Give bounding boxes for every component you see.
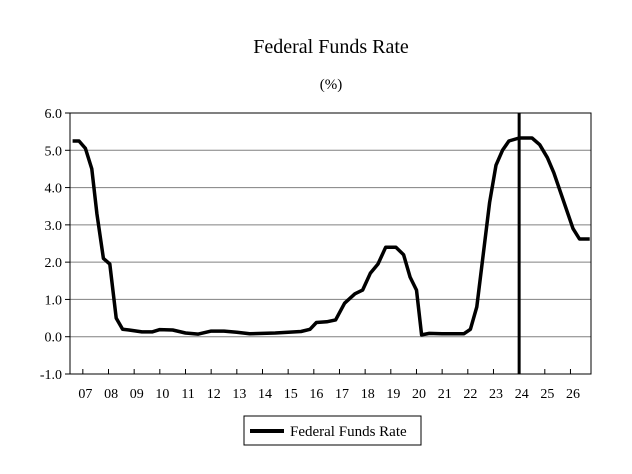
series-layer (72, 136, 590, 337)
x-tick-label: 21 (438, 387, 452, 402)
gridlines (70, 149, 591, 338)
x-tick-label: 20 (412, 387, 426, 402)
x-tick-label: 17 (335, 387, 349, 402)
series-line-federal-funds-rate (72, 136, 590, 337)
x-tick-label: 22 (463, 387, 477, 402)
x-axis: 07 08 09 10 11 12 13 14 15 16 17 18 19 20 21 22 23 24 25 26 (78, 369, 580, 402)
y-axis: 6.0 5.0 4.0 3.0 2.0 1.0 0.0 -1.0 (40, 107, 70, 383)
x-tick-label: 23 (489, 387, 503, 402)
y-tick-label: 1.0 (45, 293, 63, 308)
x-tick-label: 15 (284, 387, 298, 402)
x-tick-label: 24 (515, 387, 529, 402)
x-tick-label: 09 (130, 387, 144, 402)
x-tick-label: 11 (181, 387, 194, 402)
x-tick-label: 19 (386, 387, 400, 402)
x-tick-label: 26 (566, 387, 580, 402)
legend-label: Federal Funds Rate (290, 424, 407, 440)
x-tick-label: 10 (155, 387, 169, 402)
x-tick-label: 13 (232, 387, 246, 402)
y-tick-label: 2.0 (45, 256, 63, 271)
plot-frame (69, 112, 592, 375)
x-tick-label: 16 (309, 387, 323, 402)
chart-subtitle: (%) (320, 77, 343, 93)
x-tick-label: 07 (78, 387, 92, 402)
x-tick-label: 12 (207, 387, 221, 402)
legend: Federal Funds Rate (243, 415, 422, 446)
x-tick-label: 18 (361, 387, 375, 402)
y-tick-label: 6.0 (45, 107, 63, 122)
y-tick-label: 0.0 (45, 331, 63, 346)
x-tick-label: 08 (104, 387, 118, 402)
chart-title: Federal Funds Rate (253, 36, 409, 58)
y-tick-label: 4.0 (45, 182, 63, 197)
y-tick-label: -1.0 (40, 368, 62, 383)
x-tick-label: 25 (540, 387, 554, 402)
y-tick-label: 3.0 (45, 219, 63, 234)
y-tick-label: 5.0 (45, 144, 63, 159)
x-tick-label: 14 (258, 387, 272, 402)
